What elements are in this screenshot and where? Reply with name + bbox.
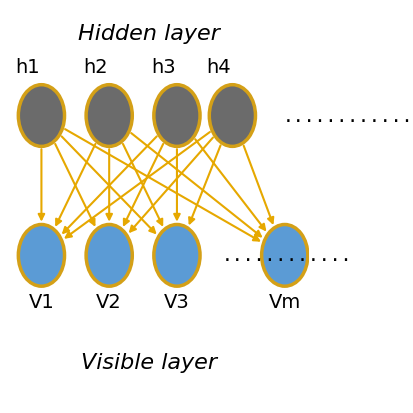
Text: Vm: Vm: [268, 293, 300, 311]
Text: h1: h1: [15, 58, 40, 77]
Text: V3: V3: [164, 293, 190, 311]
Circle shape: [18, 225, 64, 287]
Text: h2: h2: [83, 58, 107, 77]
Text: V2: V2: [96, 293, 122, 311]
Text: V1: V1: [28, 293, 54, 311]
Text: h4: h4: [206, 58, 230, 77]
Text: Visible layer: Visible layer: [81, 352, 217, 373]
Text: ............: ............: [221, 247, 351, 265]
Text: Hidden layer: Hidden layer: [78, 24, 220, 44]
Circle shape: [18, 85, 64, 147]
Circle shape: [154, 225, 199, 287]
Circle shape: [209, 85, 255, 147]
Circle shape: [154, 85, 199, 147]
Text: ............: ............: [282, 107, 413, 125]
Circle shape: [261, 225, 307, 287]
Circle shape: [86, 85, 132, 147]
Text: h3: h3: [150, 58, 175, 77]
Circle shape: [86, 225, 132, 287]
